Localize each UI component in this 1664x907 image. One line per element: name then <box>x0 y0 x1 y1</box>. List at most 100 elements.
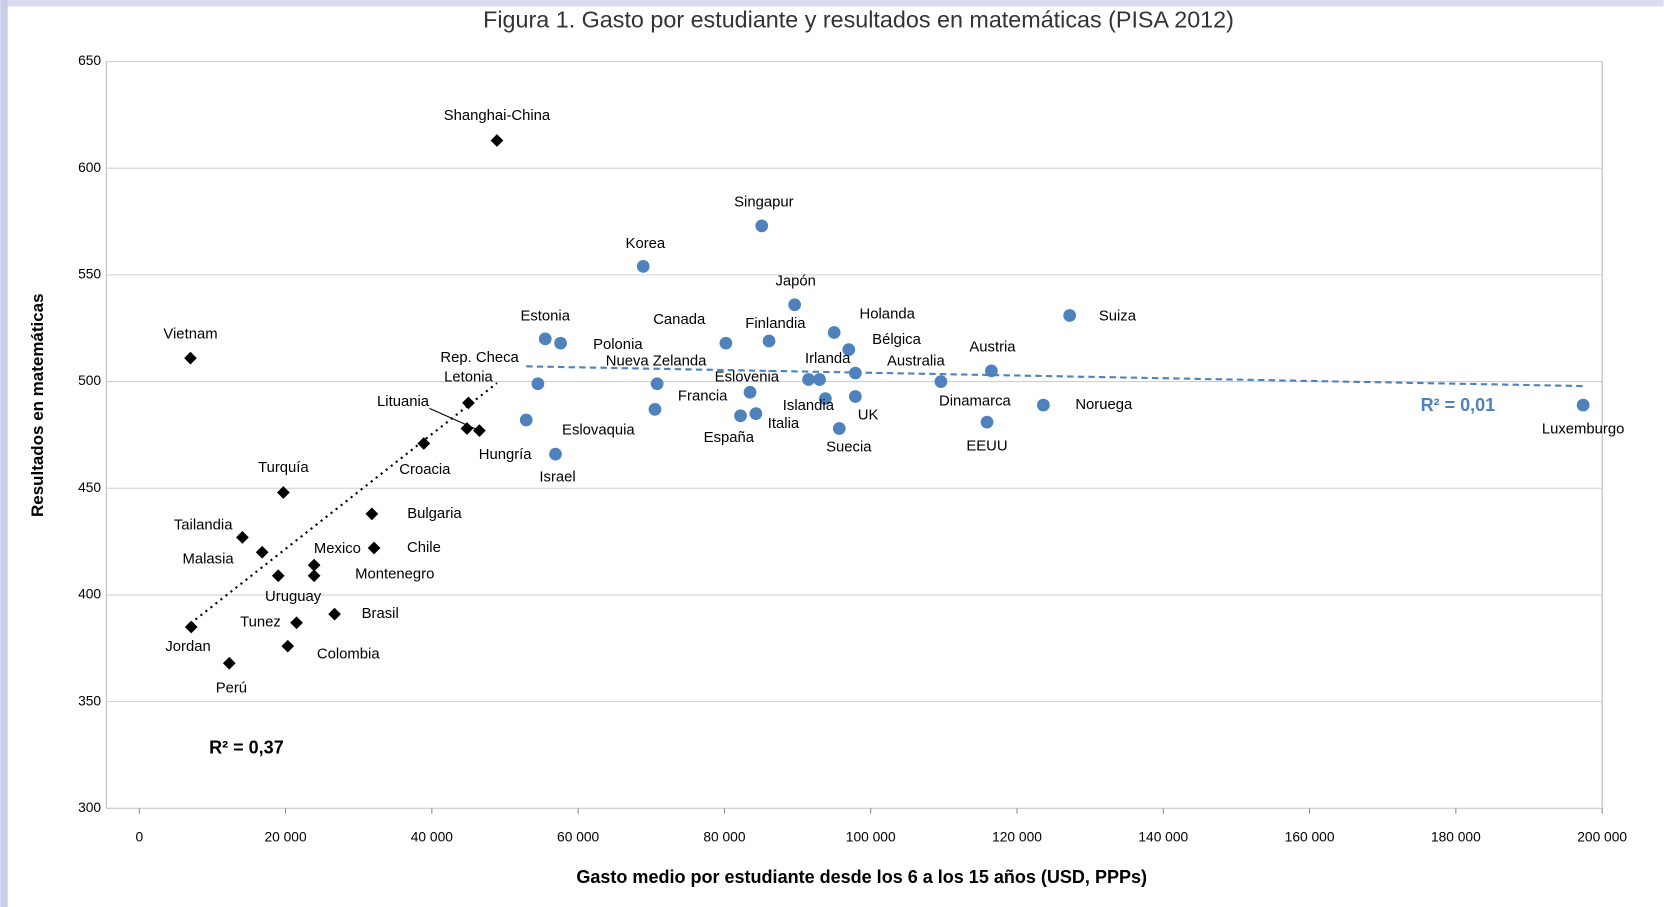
point-label: Suiza <box>1099 308 1137 324</box>
point <box>819 392 832 406</box>
point <box>554 336 567 350</box>
point-label: Perú <box>216 681 247 697</box>
x-tick-label: 180 000 <box>1431 830 1481 845</box>
point <box>538 332 552 346</box>
point-label: Korea <box>626 236 666 252</box>
point-label: Letonia <box>444 369 493 385</box>
point-label: Brasil <box>362 606 399 622</box>
point <box>462 396 475 410</box>
point-label: Noruega <box>1075 397 1133 413</box>
point <box>1063 309 1077 322</box>
point-label: Canada <box>653 312 706 328</box>
point <box>281 639 295 653</box>
point <box>980 415 994 429</box>
x-tick-label: 80 000 <box>703 830 745 845</box>
point <box>719 336 733 350</box>
point-label: Dinamarca <box>939 394 1012 410</box>
point-label: Francia <box>678 389 728 405</box>
point <box>802 373 815 386</box>
point-label: Jordan <box>165 639 210 655</box>
trendline <box>526 365 1584 388</box>
x-tick-label: 120 000 <box>992 830 1042 845</box>
point <box>417 437 431 450</box>
point-label: Croacia <box>399 462 451 478</box>
point-label: Rep. Checa <box>440 350 519 366</box>
r2-label: R² = 0,37 <box>209 738 284 758</box>
y-tick-label: 400 <box>78 587 101 602</box>
point <box>934 375 948 388</box>
y-tick-label: 600 <box>78 160 101 175</box>
point-label: Eslovenia <box>715 369 780 385</box>
y-tick-label: 650 <box>78 53 101 68</box>
point <box>749 407 763 420</box>
point-label: Japón <box>775 273 815 289</box>
point <box>842 343 856 356</box>
point-label: Estonia <box>520 309 570 325</box>
point <box>184 351 197 365</box>
point <box>755 219 769 233</box>
point <box>307 569 321 583</box>
x-tick-label: 60 000 <box>557 830 599 845</box>
point-label: Suecia <box>826 440 872 456</box>
point <box>255 545 269 559</box>
point <box>271 569 285 583</box>
point <box>734 409 747 423</box>
point-label: Israel <box>539 469 575 485</box>
point-label: Chile <box>407 540 441 556</box>
point <box>813 373 826 386</box>
point <box>460 422 474 435</box>
point <box>549 447 562 461</box>
point <box>648 402 662 416</box>
point-label: Austria <box>969 340 1016 356</box>
point-label: Turquía <box>258 460 309 476</box>
point-label: Australia <box>887 353 945 369</box>
point <box>490 134 504 147</box>
frame-top <box>0 0 1664 7</box>
point-label: Eslovaquia <box>562 423 635 439</box>
point-label: Luxemburgo <box>1542 421 1625 437</box>
point <box>1576 398 1590 412</box>
x-tick-label: 160 000 <box>1285 830 1335 845</box>
x-tick-label: 40 000 <box>411 830 453 845</box>
y-axis-label: Resultados en matemáticas <box>28 293 47 517</box>
point <box>365 507 379 521</box>
point <box>531 377 545 391</box>
y-tick-label: 500 <box>78 373 101 388</box>
point <box>848 366 862 380</box>
point-label: Mexico <box>314 541 361 557</box>
x-tick-label: 0 <box>135 830 143 845</box>
frame-left <box>0 0 8 907</box>
point-label: Tailandia <box>174 518 233 534</box>
point-label: Nueva Zelanda <box>606 353 707 369</box>
point-label: Irlanda <box>805 351 851 367</box>
point-label: Shanghai-China <box>444 108 551 124</box>
point-label: Malasia <box>182 552 234 568</box>
point <box>848 390 862 403</box>
x-tick-label: 200 000 <box>1577 830 1627 845</box>
point <box>636 260 650 273</box>
point-label: Hungría <box>479 447 533 463</box>
point-label: Tunez <box>240 615 281 631</box>
point <box>519 413 533 427</box>
trendline <box>189 382 498 625</box>
point-label: Polonia <box>593 337 643 353</box>
point-label: Finlandia <box>745 316 806 332</box>
point <box>762 334 776 348</box>
point-label: España <box>704 430 755 446</box>
x-axis-label: Gasto medio por estudiante desde los 6 a… <box>576 867 1147 887</box>
point-label: Lituania <box>377 394 430 410</box>
point <box>277 486 290 499</box>
point-label: Singapur <box>734 194 793 210</box>
point <box>1036 398 1050 412</box>
point <box>788 298 802 312</box>
point <box>827 326 841 339</box>
point-label: EEUU <box>966 438 1007 454</box>
chart-title: Figura 1. Gasto por estudiante y resulta… <box>483 6 1234 32</box>
point-label: Montenegro <box>355 567 434 583</box>
point-label: Vietnam <box>163 327 217 343</box>
r2-label: R² = 0,01 <box>1421 395 1496 415</box>
point-label: Bélgica <box>872 332 921 348</box>
x-tick-label: 100 000 <box>846 830 896 845</box>
